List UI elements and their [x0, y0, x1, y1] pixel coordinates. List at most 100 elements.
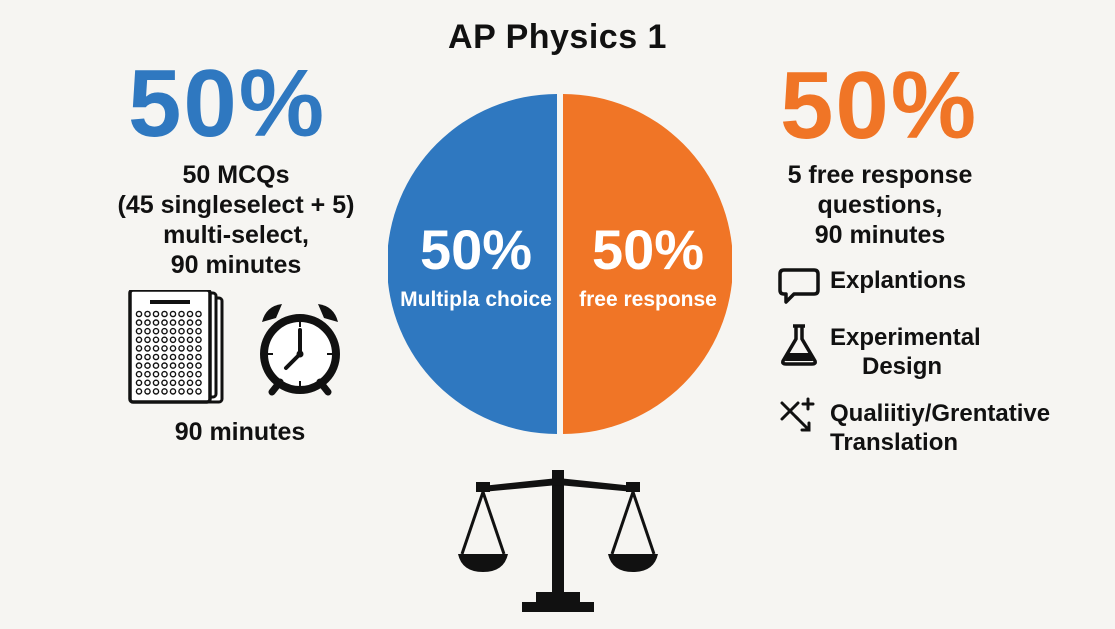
stopwatch-icon — [260, 304, 340, 396]
answer-bubble — [144, 370, 151, 378]
slice-percent-mcq: 50% — [419, 218, 533, 281]
answer-bubble — [186, 370, 194, 378]
answer-bubble — [161, 388, 168, 395]
answer-bubble — [135, 336, 143, 344]
frq-item-label: Explantions — [830, 267, 967, 294]
slice-percent-frq: 50% — [591, 218, 705, 281]
answer-bubble — [144, 379, 151, 387]
sparkle-arrows-icon — [780, 397, 815, 432]
answer-bubble — [169, 379, 177, 387]
answer-bubble — [161, 370, 168, 378]
mcq-description-line: 50 MCQs — [182, 161, 290, 189]
answer-bubble — [169, 327, 177, 335]
answer-bubble — [195, 319, 202, 326]
pie-chart — [388, 94, 732, 434]
slice-label-frq: 50% free response — [564, 222, 732, 312]
answer-bubble — [161, 336, 168, 344]
answer-bubble — [135, 388, 143, 395]
answer-bubble — [144, 353, 151, 361]
frq-description: 5 free response questions, 90 minutes — [770, 160, 990, 250]
answer-bubble — [152, 319, 160, 326]
answer-bubble — [195, 379, 202, 387]
answer-bubble — [195, 336, 202, 344]
answer-bubble — [152, 353, 160, 361]
answer-bubble — [178, 379, 185, 387]
answer-bubble — [186, 388, 194, 395]
mcq-description-line: 90 minutes — [170, 251, 302, 279]
frq-description-line: 5 free response — [787, 161, 973, 189]
frq-percent: 50% — [780, 52, 979, 159]
answer-bubble — [161, 327, 168, 335]
frq-item-translation: Qualiitiy/Grentative Translation — [778, 397, 1050, 457]
answer-bubble — [195, 362, 202, 369]
answer-bubble — [135, 327, 143, 335]
frq-item-label: Design — [862, 353, 943, 380]
answer-bubble — [195, 370, 202, 378]
answer-bubble — [169, 345, 177, 352]
pie-slice-frq — [563, 94, 732, 434]
answer-bubble — [195, 388, 202, 395]
answer-sheet-icon — [128, 290, 224, 404]
answer-bubble — [178, 327, 185, 335]
answer-bubble — [186, 345, 194, 352]
answer-bubble — [169, 336, 177, 344]
answer-bubble — [178, 319, 185, 326]
answer-bubble — [144, 319, 151, 326]
answer-bubble — [161, 345, 168, 352]
answer-bubble — [195, 327, 202, 335]
frq-item-label: Experimental — [830, 324, 981, 351]
answer-bubble — [178, 310, 185, 318]
answer-bubble — [178, 353, 185, 361]
speech-bubble-icon — [778, 268, 820, 304]
answer-bubble — [144, 345, 151, 352]
answer-bubble — [152, 310, 160, 318]
mcq-description-line: (45 singleselect + 5) — [117, 191, 355, 219]
flask-icon — [781, 324, 817, 366]
answer-bubble — [144, 388, 151, 395]
answer-bubble — [161, 353, 168, 361]
answer-bubble — [152, 370, 160, 378]
answer-bubble — [195, 310, 202, 318]
answer-bubble — [195, 345, 202, 352]
answer-bubble — [195, 353, 202, 361]
frq-item-explanations: Explantions — [778, 266, 966, 306]
frq-item-experimental-design: Experimental Design — [778, 323, 981, 381]
frq-item-label: Translation — [830, 429, 959, 456]
answer-bubble — [178, 370, 185, 378]
answer-bubble — [186, 362, 194, 369]
answer-bubble — [152, 345, 160, 352]
answer-bubble — [169, 370, 177, 378]
answer-bubble — [144, 310, 151, 318]
answer-bubble — [186, 353, 194, 361]
answer-bubble — [152, 388, 160, 395]
answer-bubble — [178, 336, 185, 344]
slice-label-mcq: 50% Multipla choice — [392, 222, 560, 312]
answer-bubble — [152, 336, 160, 344]
answer-bubble — [186, 327, 194, 335]
answer-bubble — [152, 327, 160, 335]
answer-bubble — [161, 379, 168, 387]
answer-bubble — [135, 370, 143, 378]
answer-bubble — [135, 353, 143, 361]
mcq-minutes-label: 90 minutes — [174, 418, 306, 446]
frq-item-label: Qualiitiy/Grentative — [830, 400, 1051, 427]
answer-bubble — [161, 362, 168, 369]
answer-bubble — [144, 336, 151, 344]
answer-bubble — [186, 310, 194, 318]
mcq-percent: 50% — [128, 50, 327, 157]
slice-name-frq: free response — [579, 288, 717, 311]
page-title: AP Physics 1 — [448, 18, 667, 56]
answer-bubble — [135, 345, 143, 352]
balance-scale-icon — [458, 470, 658, 612]
answer-bubble — [152, 379, 160, 387]
answer-bubble — [135, 362, 143, 369]
answer-bubble — [178, 345, 185, 352]
answer-bubble — [169, 319, 177, 326]
frq-description-line: questions, — [817, 191, 943, 219]
answer-bubble — [186, 336, 194, 344]
answer-bubble — [135, 319, 143, 326]
answer-bubble — [144, 327, 151, 335]
answer-bubble — [186, 379, 194, 387]
slice-name-mcq: Multipla choice — [400, 288, 552, 311]
answer-bubble — [169, 310, 177, 318]
